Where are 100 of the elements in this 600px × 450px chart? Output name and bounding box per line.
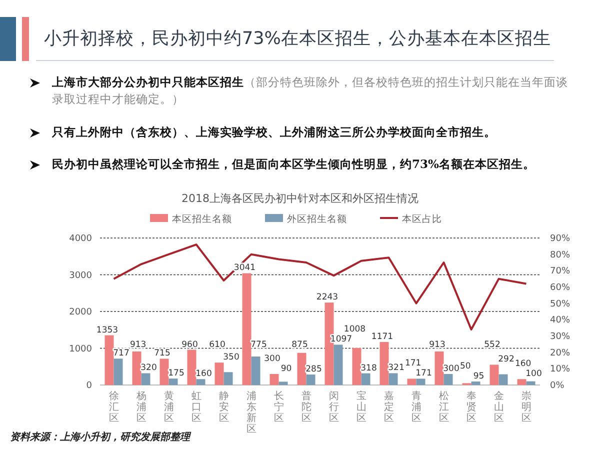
- y2-tick-label: 40%: [550, 316, 570, 326]
- x-tick-label: 普陀区: [301, 390, 312, 424]
- data-label: 171: [404, 358, 422, 369]
- legend-label: 外区招生名额: [287, 213, 347, 225]
- bar: [526, 381, 536, 385]
- bar: [141, 373, 150, 385]
- data-label: 171: [416, 368, 432, 379]
- bar: [160, 358, 169, 385]
- legend-label: 本区占比: [402, 213, 442, 225]
- y-tick-label: 0: [86, 381, 92, 391]
- text: 民办初中虽然理论可以全市招生，但是面向本区学生倾向性明显，约73%名额在本区招生。: [52, 156, 536, 173]
- bar: [114, 358, 123, 385]
- bar: [306, 374, 316, 385]
- bar: [352, 348, 362, 385]
- bar: [278, 382, 288, 385]
- text: 上海市大部分公办初中只能本区招生（部分特色班除外，但各校特色班的招生计划只能在当年面谈录取过程中才能确定。）: [52, 75, 568, 106]
- data-label: 913: [429, 340, 446, 350]
- bar: [490, 364, 499, 385]
- data-label: 610: [209, 340, 226, 350]
- data-label: 775: [250, 340, 267, 350]
- x-tick-label: 闵行区: [328, 390, 339, 424]
- y-tick-label: 1000: [69, 344, 92, 354]
- data-label: 552: [484, 340, 500, 350]
- x-tick-label: 宝山区: [356, 390, 366, 424]
- data-label: 175: [168, 368, 184, 379]
- data-label: 1353: [96, 325, 118, 336]
- data-label: 300: [443, 364, 460, 374]
- y2-tick-label: 60%: [550, 283, 570, 293]
- data-label: 285: [306, 364, 322, 375]
- data-label: 100: [526, 369, 542, 380]
- bar: [242, 273, 252, 385]
- bar: [388, 373, 398, 385]
- y-tick-label: 3000: [69, 270, 92, 281]
- bar: [416, 378, 426, 385]
- bar: [187, 350, 196, 385]
- y-tick-label: 4000: [69, 234, 92, 244]
- bar: [434, 351, 444, 385]
- x-tick-label: 青浦区: [411, 390, 422, 424]
- x-tick-label: 松江区: [438, 390, 449, 424]
- bar: [361, 373, 370, 385]
- x-tick-label: 崇明区: [521, 390, 532, 424]
- data-label: 160: [514, 359, 532, 370]
- bar: [380, 342, 389, 385]
- x-tick-label: 黄浦区: [164, 390, 174, 424]
- data-label: 715: [154, 348, 170, 359]
- data-label: 960: [182, 340, 198, 350]
- x-tick-label: 虹口区: [191, 390, 202, 424]
- chart-title: 小升初择校，民办初中约73%在本区招生，公办基本在本区招生: [44, 28, 551, 50]
- y2-tick-label: 30%: [550, 332, 570, 342]
- x-tick-label: 徐汇区: [108, 390, 119, 424]
- data-label: 318: [360, 363, 377, 374]
- chart-subtitle: 2018上海各区民办初中针对本区和外区招生情况: [182, 192, 418, 205]
- bar: [407, 378, 416, 385]
- data-label: 300: [264, 354, 280, 364]
- x-tick-label: 长宁区: [274, 390, 284, 424]
- data-label: 717: [113, 348, 130, 359]
- data-label: 160: [196, 369, 212, 380]
- y2-tick-label: 0%: [550, 381, 565, 391]
- bar: [196, 379, 206, 385]
- y2-tick-label: 80%: [550, 250, 570, 260]
- data-label: 95: [473, 372, 484, 382]
- bar: [471, 382, 480, 385]
- data-label: 321: [388, 363, 404, 374]
- y2-tick-label: 70%: [550, 266, 570, 277]
- bar: [224, 372, 233, 385]
- bar: [104, 335, 114, 385]
- x-tick-label: 金山区: [494, 390, 504, 424]
- y2-tick-label: 10%: [550, 364, 570, 375]
- bar: [132, 351, 142, 385]
- y-tick-label: 2000: [69, 308, 92, 318]
- text: 资料来源：上海小升初，研究发展部整理: [10, 430, 190, 444]
- x-tick-label: 嘉定区: [384, 390, 394, 424]
- bar: [498, 374, 508, 385]
- bar: [297, 352, 306, 385]
- bar: [251, 356, 260, 385]
- data-label: 90: [280, 364, 292, 374]
- x-tick-label: 浦东新区: [246, 390, 256, 435]
- bar: [334, 344, 343, 385]
- data-label: 350: [223, 352, 240, 363]
- y2-tick-label: 50%: [550, 299, 570, 310]
- legend-label: 本区招生名额: [172, 213, 232, 225]
- y2-tick-label: 90%: [550, 234, 570, 244]
- y2-tick-label: 20%: [550, 348, 570, 358]
- data-label: 292: [498, 354, 514, 365]
- bar: [168, 378, 178, 385]
- bar: [270, 374, 279, 385]
- data-label: 2243: [316, 292, 338, 303]
- data-label: 320: [140, 363, 157, 374]
- text: 只有上外附中（含东校）、上海实验学校、上外浦附这三所公办学校面向全市招生。: [52, 124, 497, 141]
- x-tick-label: 杨浦区: [135, 390, 146, 424]
- bar: [214, 362, 224, 385]
- x-tick-label: 静安区: [218, 390, 229, 424]
- data-label: 913: [130, 340, 146, 350]
- bar: [517, 379, 526, 385]
- data-label: 875: [292, 340, 308, 350]
- data-label: 1008: [344, 324, 366, 335]
- data-label: 50: [460, 362, 471, 372]
- data-label: 1171: [371, 332, 394, 342]
- x-tick-label: 奉贤区: [466, 391, 476, 424]
- bar: [444, 374, 453, 385]
